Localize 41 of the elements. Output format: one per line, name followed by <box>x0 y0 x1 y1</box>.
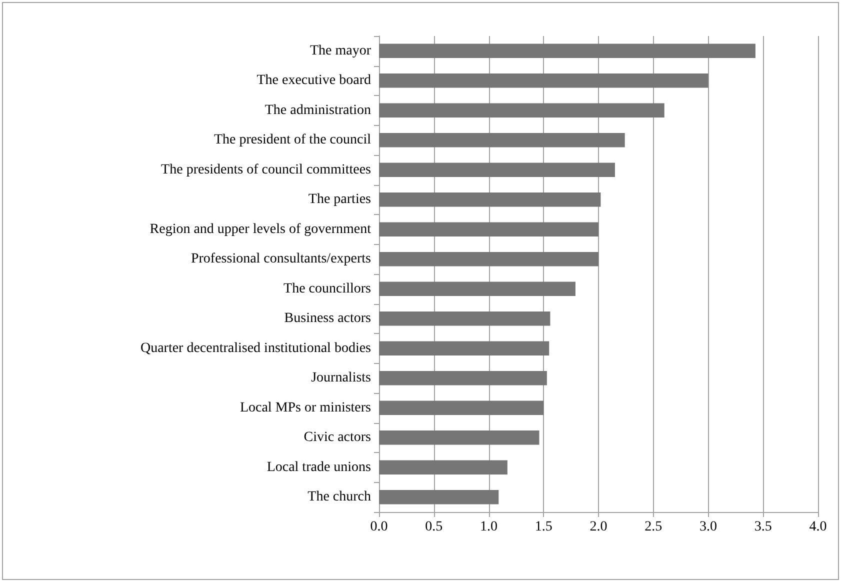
x-tick-label: 2.0 <box>590 520 608 534</box>
bar <box>379 400 544 416</box>
bar <box>379 73 708 88</box>
bar <box>379 490 499 504</box>
bar <box>379 460 508 475</box>
y-tick-label: Professional consultants/experts <box>190 252 371 267</box>
y-tick-label: The mayor <box>310 43 372 58</box>
bar <box>379 222 598 237</box>
y-tick-label: Local trade unions <box>266 460 371 475</box>
bar <box>379 192 601 207</box>
x-tick-label: 0.0 <box>370 520 388 534</box>
bar <box>379 311 550 326</box>
y-tick-label: The parties <box>308 192 371 208</box>
bar <box>379 341 550 356</box>
y-tick-label: Journalists <box>311 370 371 386</box>
y-tick-label: The councillors <box>284 281 371 296</box>
y-tick-label: The presidents of council committees <box>161 162 371 178</box>
y-tick-label: The president of the council <box>214 132 372 148</box>
bar <box>379 282 576 296</box>
y-tick-label: Region and upper levels of government <box>150 222 372 237</box>
x-tick-label: 4.0 <box>809 520 827 534</box>
bar <box>379 103 664 118</box>
x-tick-label: 2.5 <box>644 520 662 534</box>
y-tick-label: The executive board <box>256 73 371 88</box>
x-tick-label: 3.5 <box>754 520 772 534</box>
y-tick-label: The administration <box>264 102 371 118</box>
bar <box>379 252 598 266</box>
y-tick-label: Quarter decentralised institutional bodies <box>140 340 371 356</box>
y-tick-label: Civic actors <box>304 430 371 446</box>
x-tick-label: 0.5 <box>425 520 443 534</box>
y-tick-label: Business actors <box>284 311 371 326</box>
bar <box>379 370 547 386</box>
x-tick-label: 3.0 <box>700 520 717 534</box>
bar <box>379 162 615 178</box>
y-tick-label: The church <box>308 490 371 505</box>
bar <box>379 430 540 445</box>
x-tick-label: 1.5 <box>534 520 552 534</box>
bar <box>379 132 625 148</box>
x-tick-label: 1.0 <box>480 520 498 534</box>
y-tick-label: Local MPs or ministers <box>240 400 371 416</box>
bar <box>379 44 756 58</box>
